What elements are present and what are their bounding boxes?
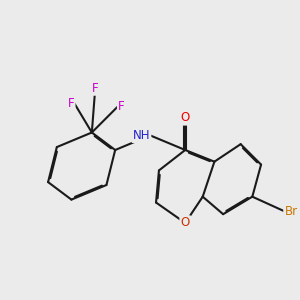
Text: F: F [118, 100, 125, 113]
Text: NH: NH [133, 129, 150, 142]
Text: O: O [181, 111, 190, 124]
Text: F: F [68, 97, 74, 110]
Text: Br: Br [284, 205, 298, 218]
Text: O: O [181, 216, 190, 230]
Text: F: F [92, 82, 98, 94]
